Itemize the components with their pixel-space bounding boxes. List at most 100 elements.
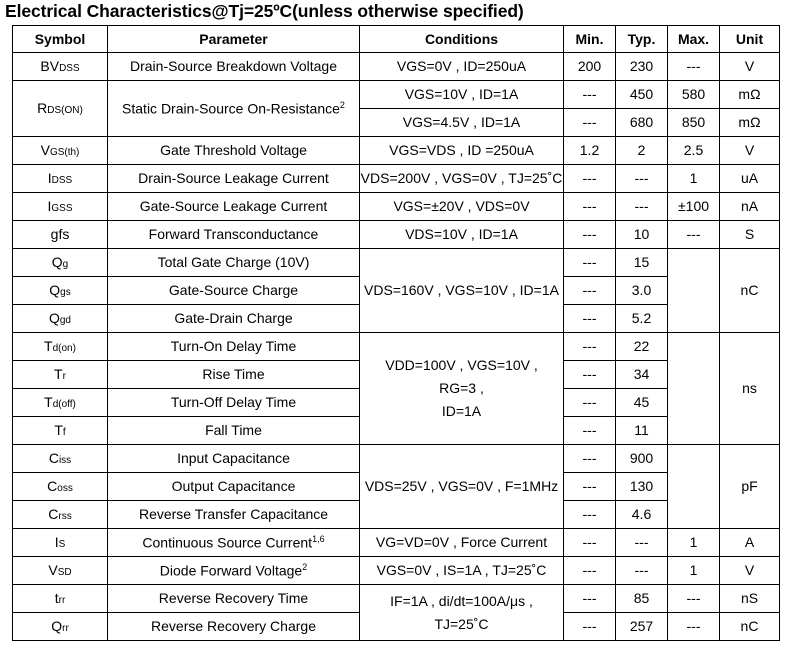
min-cell: --- [563,276,616,305]
parameter-cell: Gate Threshold Voltage [107,136,360,165]
typ-cell: 5.2 [615,304,668,333]
unit-cell: nC [719,248,780,333]
table-row: VSD Diode Forward Voltage2 VGS=0V , IS=1… [12,556,780,585]
typ-cell: 257 [615,612,668,641]
table-row: Coss Output Capacitance --- 130 [12,472,780,501]
header-max: Max. [667,25,720,53]
table-row: Qg Total Gate Charge (10V) VDS=160V , VG… [12,248,780,333]
page-title: Electrical Characteristics@Tj=25ºC(unles… [5,1,524,21]
symbol-cell: Qg [12,248,108,277]
symbol-cell: Tr [12,360,108,389]
table-row: VGS=4.5V , ID=1A --- 680 850 mΩ [13,108,780,137]
header-typ: Typ. [615,25,668,53]
min-cell: --- [563,164,616,193]
min-cell: --- [563,556,616,585]
min-cell: --- [563,500,616,529]
typ-cell: 130 [615,472,668,501]
min-cell: --- [563,388,616,417]
conditions-cell: VGS=0V , IS=1A , TJ=25˚C [359,556,564,585]
header-conditions: Conditions [359,25,564,53]
parameter-cell: Total Gate Charge (10V) [107,248,360,277]
min-cell: --- [563,304,616,333]
typ-cell: 680 [615,108,668,137]
typ-cell: 10 [615,220,668,249]
table-row: VGS(th) Gate Threshold Voltage VGS=VDS ,… [12,136,780,165]
table-row: IDSS Drain-Source Leakage Current VDS=20… [12,164,780,193]
unit-cell: V [719,136,780,165]
typ-cell: --- [615,528,668,557]
table-row: IS Continuous Source Current1,6 VG=VD=0V… [12,528,780,557]
max-cell: ±100 [667,192,720,221]
symbol-cell: gfs [12,220,108,249]
electrical-characteristics-table: Symbol Parameter Conditions Min. Typ. Ma… [12,25,780,641]
conditions-cell: VGS=10V , ID=1A [359,80,564,109]
table-row: Tf Fall Time --- 11 [12,416,780,445]
parameter-cell: Turn-Off Delay Time [107,388,360,417]
table-row: RDS(ON) Static Drain-Source On-Resistanc… [12,80,780,137]
symbol-cell: Coss [12,472,108,501]
symbol-cell: IGSS [12,192,108,221]
unit-cell: nS [719,584,780,613]
symbol-cell: IDSS [12,164,108,193]
symbol-cell: RDS(ON) [12,80,108,137]
unit-cell: mΩ [719,108,780,137]
symbol-cell: VGS(th) [12,136,108,165]
typ-cell: 22 [615,332,668,361]
unit-cell: V [719,556,780,585]
table-row: trr Reverse Recovery Time IF=1A , di/dt=… [12,584,780,641]
symbol-cell: Td(on) [12,332,108,361]
min-cell: --- [563,472,616,501]
max-cell: --- [667,52,720,81]
parameter-cell: Diode Forward Voltage2 [107,556,360,585]
typ-cell: 2 [615,136,668,165]
parameter-cell: Continuous Source Current1,6 [107,528,360,557]
conditions-cell: VDS=25V , VGS=0V , F=1MHz [359,444,564,529]
parameter-cell: Input Capacitance [107,444,360,473]
typ-cell: 230 [615,52,668,81]
conditions-cell: VGS=0V , ID=250uA [359,52,564,81]
unit-cell: S [719,220,780,249]
min-cell: --- [563,192,616,221]
header-unit: Unit [719,25,780,53]
typ-cell: 85 [615,584,668,613]
max-cell: 2.5 [667,136,720,165]
symbol-cell: BVDSS [12,52,108,81]
min-cell: --- [563,360,616,389]
symbol-cell: trr [12,584,108,613]
max-cell: 1 [667,528,720,557]
parameter-cell: Gate-Source Charge [107,276,360,305]
min-cell: --- [563,444,616,473]
parameter-cell: Gate-Drain Charge [107,304,360,333]
typ-cell: 45 [615,388,668,417]
min-cell: --- [563,528,616,557]
conditions-cell: VGS=±20V , VDS=0V [359,192,564,221]
symbol-cell: Td(off) [12,388,108,417]
table-row: Crss Reverse Transfer Capacitance --- 4.… [12,500,780,529]
max-cell: 850 [667,108,720,137]
symbol-cell: Qrr [12,612,108,641]
min-cell: --- [563,416,616,445]
parameter-cell: Drain-Source Breakdown Voltage [107,52,360,81]
parameter-cell: Forward Transconductance [107,220,360,249]
parameter-cell: Reverse Recovery Charge [107,612,360,641]
table-row: Qgs Gate-Source Charge --- 3.0 [12,276,780,305]
symbol-cell: IS [12,528,108,557]
header-min: Min. [563,25,616,53]
min-cell: --- [563,584,616,613]
max-cell: 580 [667,80,720,109]
parameter-cell: Rise Time [107,360,360,389]
parameter-cell: Gate-Source Leakage Current [107,192,360,221]
parameter-cell: Reverse Transfer Capacitance [107,500,360,529]
unit-cell: uA [719,164,780,193]
unit-cell: V [719,52,780,81]
typ-cell: 4.6 [615,500,668,529]
conditions-cell: VDS=160V , VGS=10V , ID=1A [359,248,564,333]
max-cell: 1 [667,556,720,585]
conditions-cell: VDD=100V , VGS=10V , RG=3 , ID=1A [359,332,564,445]
parameter-cell: Output Capacitance [107,472,360,501]
parameter-cell: Static Drain-Source On-Resistance2 [107,80,360,137]
conditions-cell: VDS=10V , ID=1A [359,220,564,249]
header-symbol: Symbol [12,25,108,53]
typ-cell: --- [615,192,668,221]
table-row: Qrr Reverse Recovery Charge --- 257 --- … [12,612,780,641]
